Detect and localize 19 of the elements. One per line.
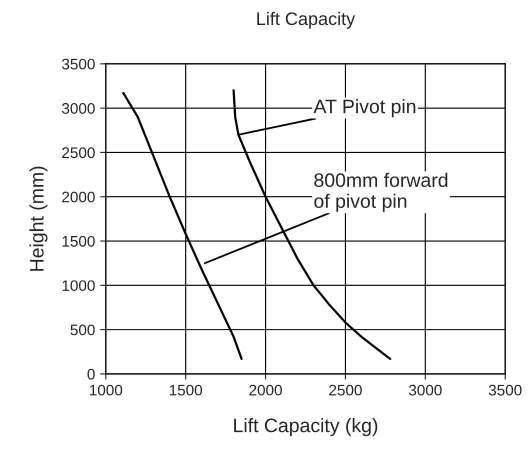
- y-tick-label: 1500: [62, 236, 95, 247]
- y-tick-label: 2000: [62, 192, 95, 202]
- annotation: AT Pivot pin: [314, 99, 416, 118]
- x-tick-label: 1500: [170, 384, 202, 396]
- annotation: 800mm forward of pivot pin: [314, 172, 448, 212]
- x-tick-label: 2000: [249, 384, 282, 396]
- y-tick-label: 1000: [62, 280, 95, 292]
- x-tick-label: 1000: [90, 384, 122, 396]
- x-tick-label: 2500: [329, 384, 362, 396]
- chart-title: Lift Capacity: [257, 12, 356, 29]
- x-tick-label: 3000: [408, 384, 442, 396]
- x-tick-label: 3500: [488, 384, 522, 396]
- y-tick-label: 3500: [62, 58, 95, 70]
- y-tick-label: 3000: [62, 103, 95, 114]
- y-tick-label: 2500: [62, 147, 95, 158]
- x-axis-title: Lift Capacity (kg): [234, 418, 378, 436]
- y-axis-title: Height (mm): [29, 166, 48, 271]
- y-tick-label: 0: [87, 368, 95, 380]
- y-tick-label: 500: [70, 324, 95, 336]
